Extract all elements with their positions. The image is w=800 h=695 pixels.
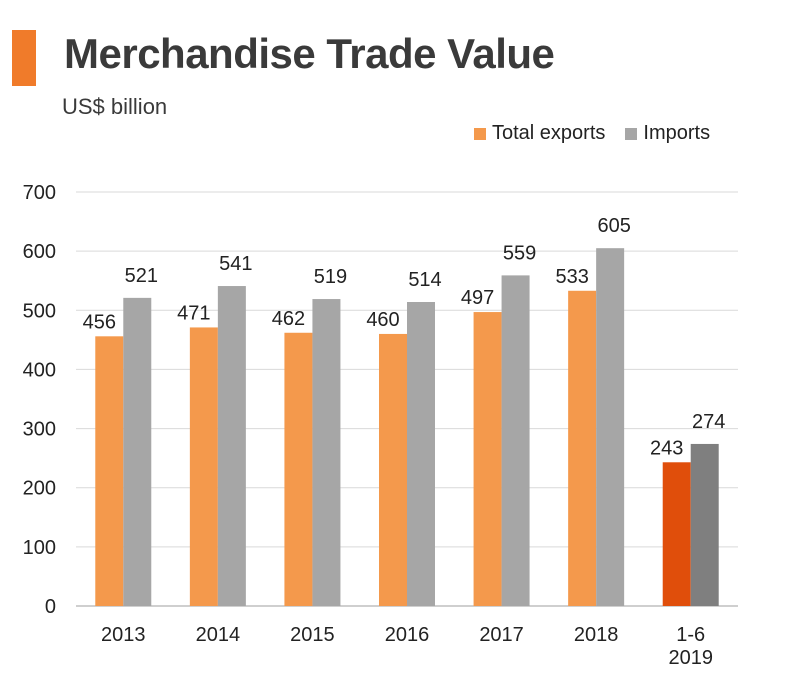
y-tick-label: 500 <box>23 300 56 322</box>
chart-title: Merchandise Trade Value <box>64 30 555 77</box>
legend-item-exports: Total exports <box>474 122 605 145</box>
data-label-imports: 274 <box>692 411 725 433</box>
bar-imports <box>123 297 152 606</box>
y-tick-label: 100 <box>23 537 56 559</box>
data-label-exports: 533 <box>555 266 588 288</box>
x-category-label: 2014 <box>196 624 241 646</box>
legend-item-imports: Imports <box>625 122 710 145</box>
data-label-imports: 559 <box>503 242 536 264</box>
y-tick-label: 600 <box>23 241 56 263</box>
x-category-label: 2016 <box>385 624 430 646</box>
x-category-label: 1-6 <box>676 624 705 646</box>
legend-label-imports: Imports <box>643 122 711 144</box>
x-category-label: 2019 <box>668 647 713 669</box>
data-label-exports: 460 <box>366 309 399 331</box>
bar-exports <box>568 290 597 606</box>
bar-imports <box>407 302 435 606</box>
chart-subtitle: US$ billion <box>62 94 168 119</box>
legend-swatch-exports <box>474 127 486 140</box>
data-label-imports: 521 <box>125 265 158 287</box>
data-label-imports: 519 <box>314 266 347 288</box>
bar-exports <box>95 336 124 606</box>
title-accent-bar <box>12 30 36 86</box>
y-tick-label: 200 <box>23 478 56 500</box>
bar-exports <box>662 462 691 606</box>
data-label-imports: 605 <box>597 215 630 237</box>
legend-label-exports: Total exports <box>492 122 606 144</box>
data-label-imports: 514 <box>408 269 441 291</box>
bar-imports <box>596 248 625 606</box>
data-label-imports: 541 <box>219 253 252 275</box>
data-label-exports: 456 <box>83 311 116 333</box>
bar-exports <box>379 333 407 606</box>
legend-swatch-imports <box>625 127 638 140</box>
chart-legend: Total exports Imports <box>474 122 730 145</box>
data-label-exports: 497 <box>461 287 494 309</box>
data-label-exports: 243 <box>650 437 683 459</box>
bar-exports <box>189 327 218 606</box>
x-category-label: 2013 <box>101 624 146 646</box>
data-label-exports: 471 <box>177 302 210 324</box>
data-label-exports: 462 <box>272 308 305 330</box>
bar-imports <box>312 299 341 606</box>
y-tick-label: 300 <box>23 419 56 441</box>
y-tick-label: 0 <box>45 596 56 618</box>
bar-imports <box>690 443 719 606</box>
y-tick-label: 400 <box>23 359 56 381</box>
x-category-label: 2015 <box>290 624 335 646</box>
x-category-label: 2017 <box>479 624 524 646</box>
bar-exports <box>284 332 313 606</box>
x-category-label: 2018 <box>574 624 619 646</box>
bar-exports <box>473 312 502 606</box>
bar-imports <box>501 275 530 606</box>
bar-imports <box>217 286 246 606</box>
y-tick-label: 700 <box>23 182 56 204</box>
